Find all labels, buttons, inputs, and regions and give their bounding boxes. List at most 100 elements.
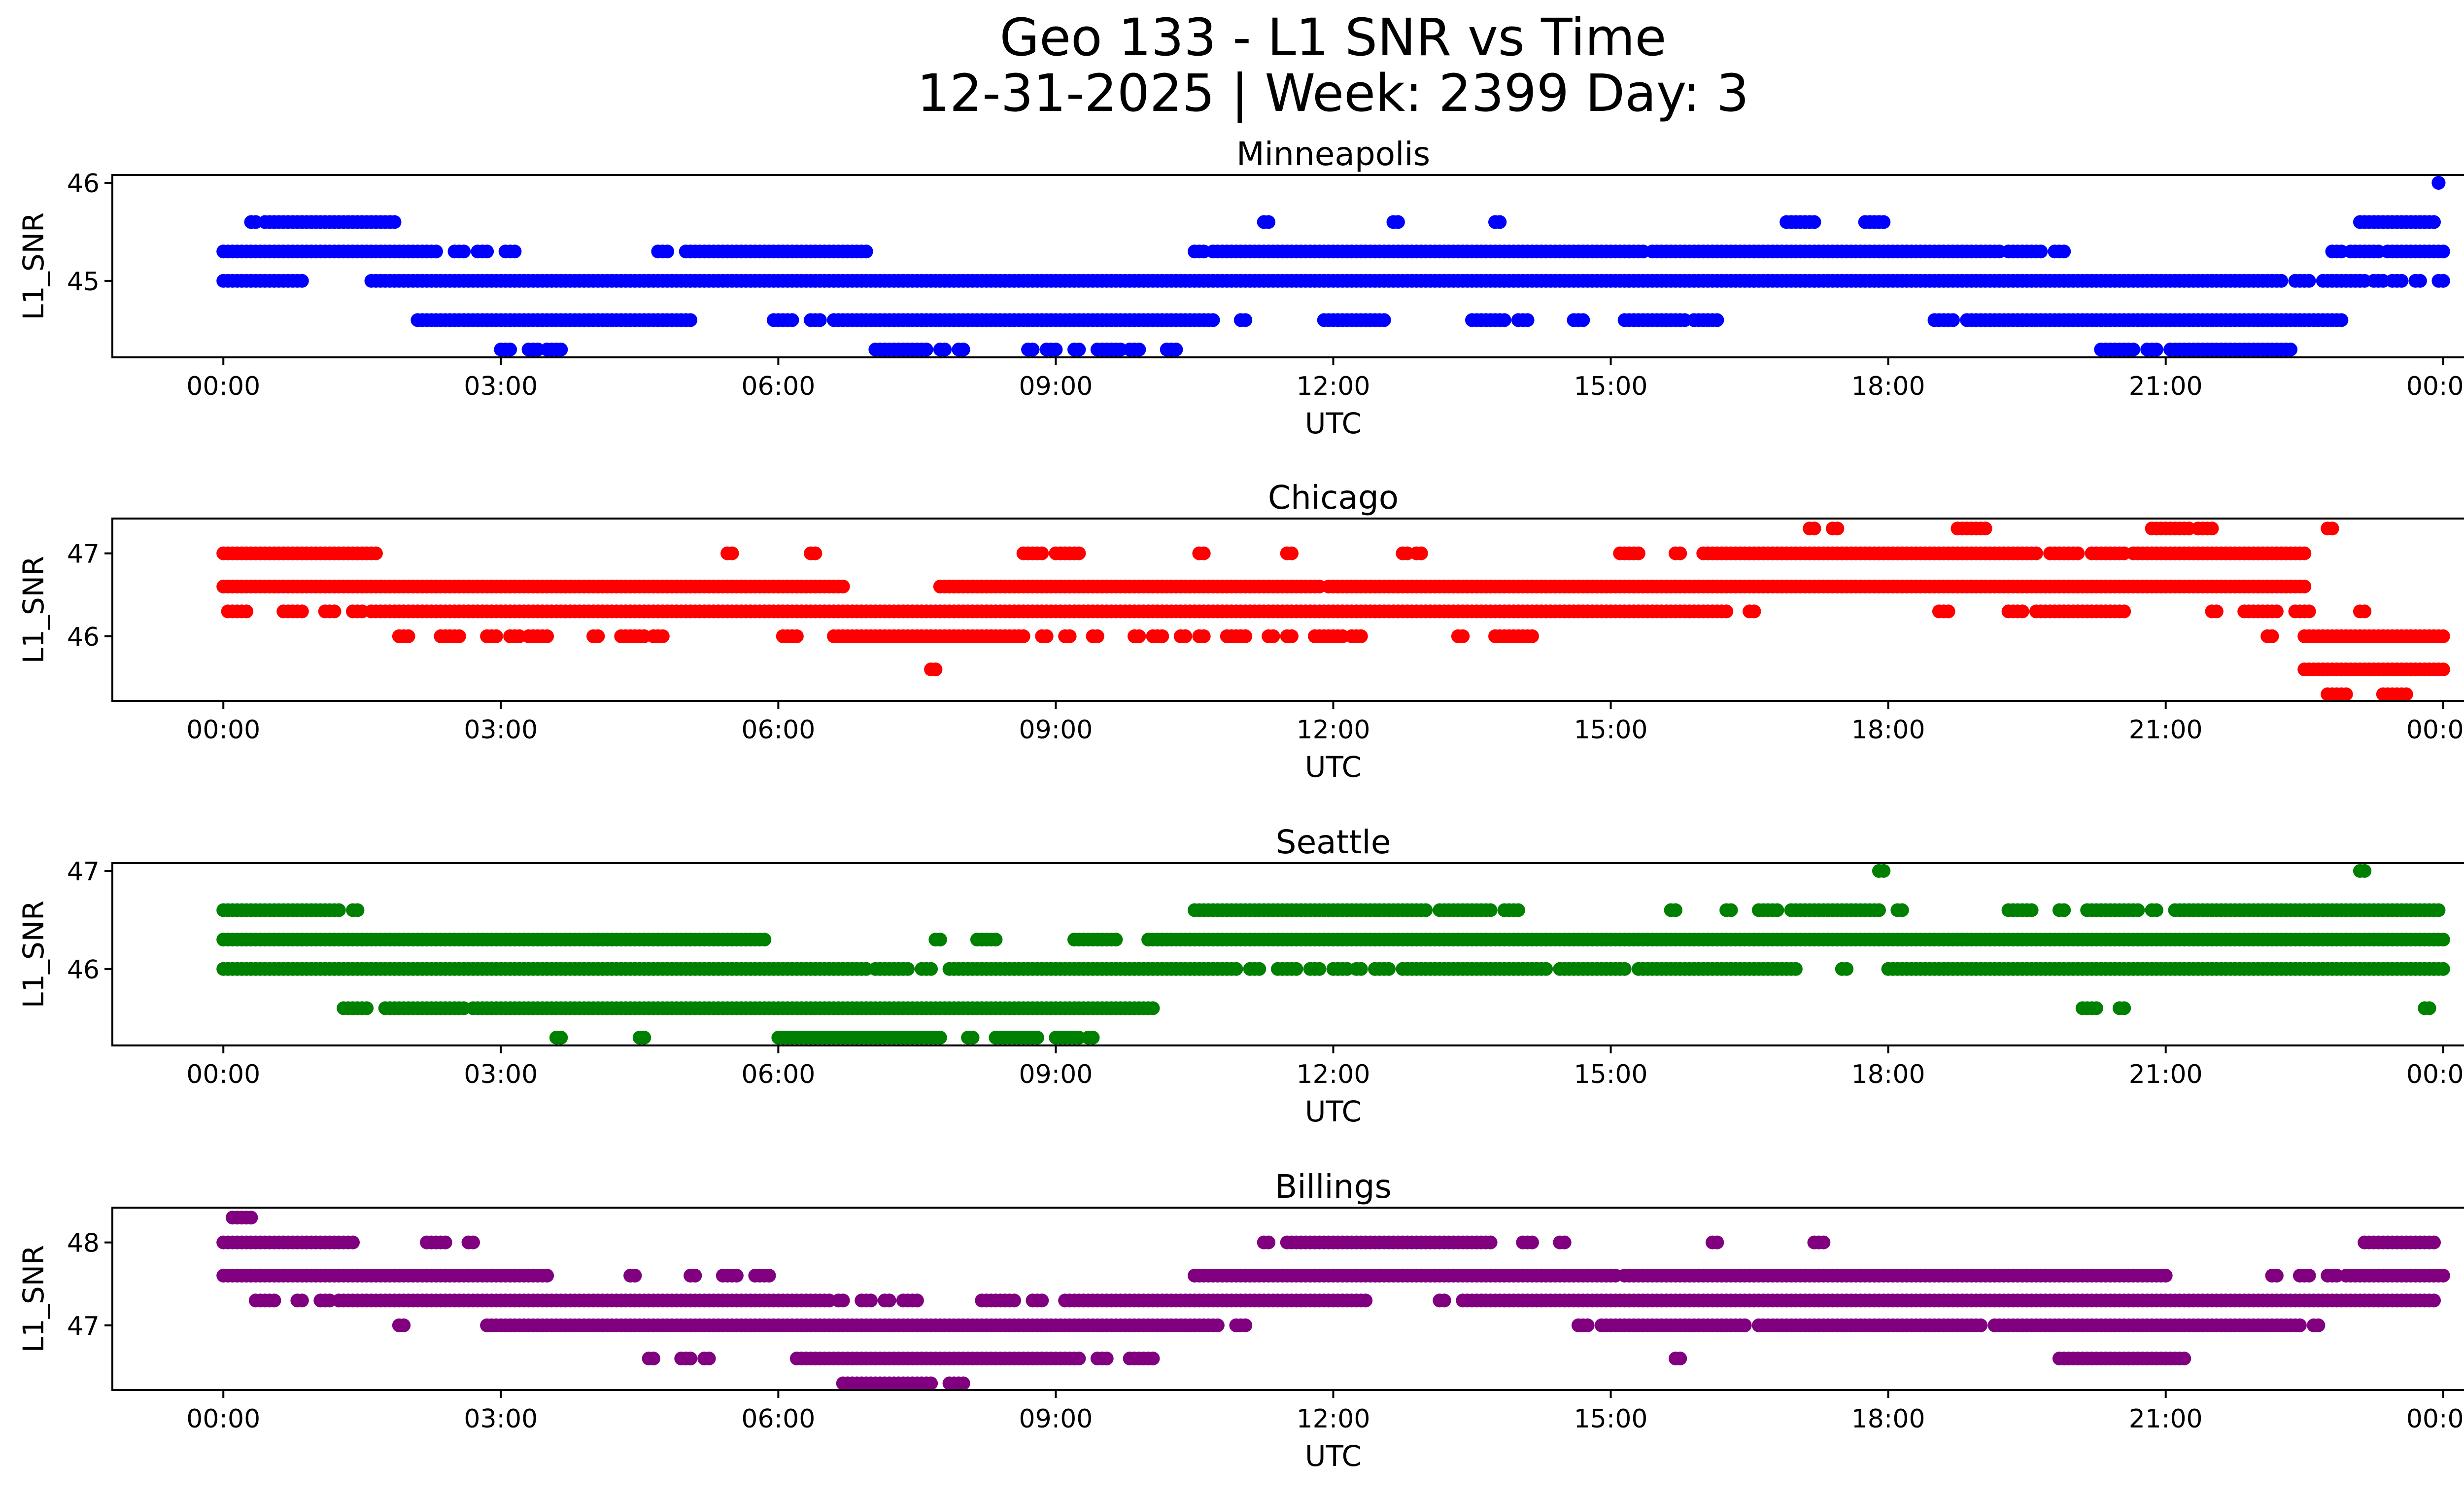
data-point [267,1293,281,1308]
x-tick-label: 06:00 [741,372,815,401]
data-point [1738,1318,1752,1332]
data-point [1266,629,1280,643]
data-point [2422,1001,2436,1015]
data-point [1520,313,1535,327]
data-point [1007,1293,1021,1308]
data-point [2436,933,2450,947]
data-point [725,546,739,560]
data-point [1580,1318,1595,1332]
data-point [401,629,415,643]
data-point [2297,579,2312,593]
data-point [1252,962,1266,976]
data-point [295,274,309,288]
data-point [1262,215,1276,229]
data-point [2436,629,2450,643]
data-point [554,1031,568,1045]
data-point [240,604,254,619]
data-point [2339,687,2353,701]
data-point [1238,629,1253,643]
x-tick-label: 00:00 [2406,715,2464,745]
data-point [1072,343,1086,357]
data-point [2436,662,2450,677]
data-point [452,629,466,643]
data-point [2358,864,2372,878]
data-point [1197,629,1211,643]
y-axis-label: L1_SNR [17,212,50,320]
x-tick-label: 06:00 [741,1060,815,1089]
data-point [2436,244,2450,259]
data-point [508,244,522,259]
data-point [2089,1001,2103,1015]
y-axis-label: L1_SNR [17,901,50,1008]
data-point [702,1352,716,1366]
data-point [2057,903,2071,917]
data-point [647,1352,660,1366]
x-tick-label: 09:00 [1019,372,1093,401]
figure-title-line1: Geo 133 - L1 SNR vs Time [999,7,1666,68]
scatter-series [216,175,2450,357]
data-point [1631,546,1645,560]
data-point [554,343,568,357]
data-point [836,1293,850,1308]
data-point [859,244,873,259]
y-tick-label: 46 [67,955,100,985]
y-tick-label: 47 [67,857,100,887]
data-point [2436,1268,2450,1283]
data-point [2117,1001,2131,1015]
data-point [1414,546,1428,560]
data-point [989,933,1003,947]
data-point [1483,903,1498,917]
figure-title-line2: 12-31-2025 | Week: 2399 Day: 3 [917,63,1749,123]
x-tick-label: 18:00 [1851,372,1925,401]
data-point [2205,522,2219,536]
data-point [1210,1318,1225,1332]
data-point [1807,215,1821,229]
data-point [684,313,698,327]
data-point [1197,546,1211,560]
data-point [1576,313,1590,327]
data-point [808,546,822,560]
data-point [1090,629,1104,643]
data-point [327,604,342,619]
data-point [1178,629,1193,643]
data-point [836,579,850,593]
data-point [1289,962,1303,976]
x-tick-label: 06:00 [741,715,815,745]
data-point [2131,903,2145,917]
data-point [2427,215,2441,229]
data-point [1877,864,1891,878]
data-point [540,1268,554,1283]
x-tick-label: 00:00 [186,1060,260,1089]
x-tick-label: 21:00 [2129,715,2203,745]
data-point [1035,1293,1049,1308]
data-point [1617,962,1632,976]
data-point [369,546,383,560]
data-point [1673,546,1687,560]
data-point [466,1235,480,1250]
data-point [591,629,605,643]
x-tick-label: 18:00 [1851,1060,1925,1089]
data-point [2293,1318,2307,1332]
data-point [1719,604,1734,619]
data-point [1877,215,1891,229]
data-point [2297,546,2312,560]
x-tick-label: 18:00 [1851,715,1925,745]
data-point [540,629,554,643]
data-point [628,1268,642,1283]
data-point [1262,1235,1276,1250]
data-point [933,1031,947,1045]
data-point [762,1268,776,1283]
data-point [2436,274,2450,288]
data-point [1946,313,1960,327]
data-point [2302,274,2316,288]
x-tick-label: 09:00 [1019,1060,1093,1089]
y-axis-label: L1_SNR [17,556,50,664]
data-point [1525,1235,1539,1250]
data-point [2302,1268,2316,1283]
data-point [924,962,938,976]
subplot-title: Minneapolis [1236,135,1430,173]
data-point [2284,343,2298,357]
data-point [1312,962,1327,976]
data-point [1049,343,1063,357]
